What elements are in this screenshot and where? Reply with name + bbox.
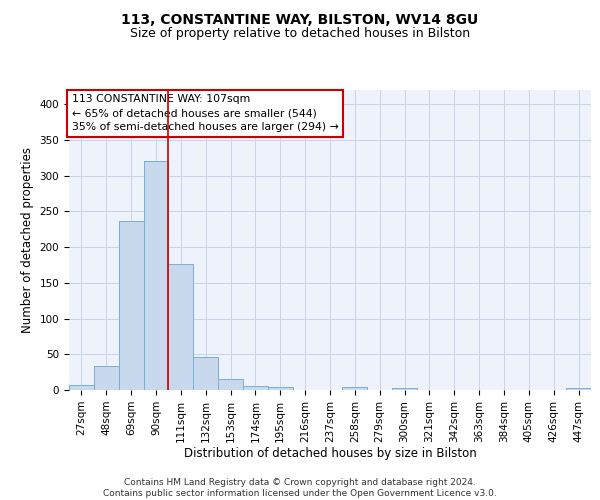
Bar: [392, 388, 417, 390]
Text: 113, CONSTANTINE WAY, BILSTON, WV14 8GU: 113, CONSTANTINE WAY, BILSTON, WV14 8GU: [121, 12, 479, 26]
Bar: [94, 366, 119, 390]
Y-axis label: Number of detached properties: Number of detached properties: [21, 147, 34, 333]
Text: 113 CONSTANTINE WAY: 107sqm
← 65% of detached houses are smaller (544)
35% of se: 113 CONSTANTINE WAY: 107sqm ← 65% of det…: [71, 94, 338, 132]
Bar: [218, 378, 243, 390]
Bar: [566, 388, 591, 390]
Text: Size of property relative to detached houses in Bilston: Size of property relative to detached ho…: [130, 28, 470, 40]
Bar: [143, 162, 169, 390]
Bar: [343, 387, 367, 390]
Bar: [169, 264, 193, 390]
Bar: [193, 357, 218, 390]
Bar: [268, 387, 293, 390]
Text: Contains HM Land Registry data © Crown copyright and database right 2024.
Contai: Contains HM Land Registry data © Crown c…: [103, 478, 497, 498]
X-axis label: Distribution of detached houses by size in Bilston: Distribution of detached houses by size …: [184, 448, 476, 460]
Bar: [119, 220, 143, 390]
Bar: [69, 385, 94, 390]
Bar: [243, 386, 268, 390]
